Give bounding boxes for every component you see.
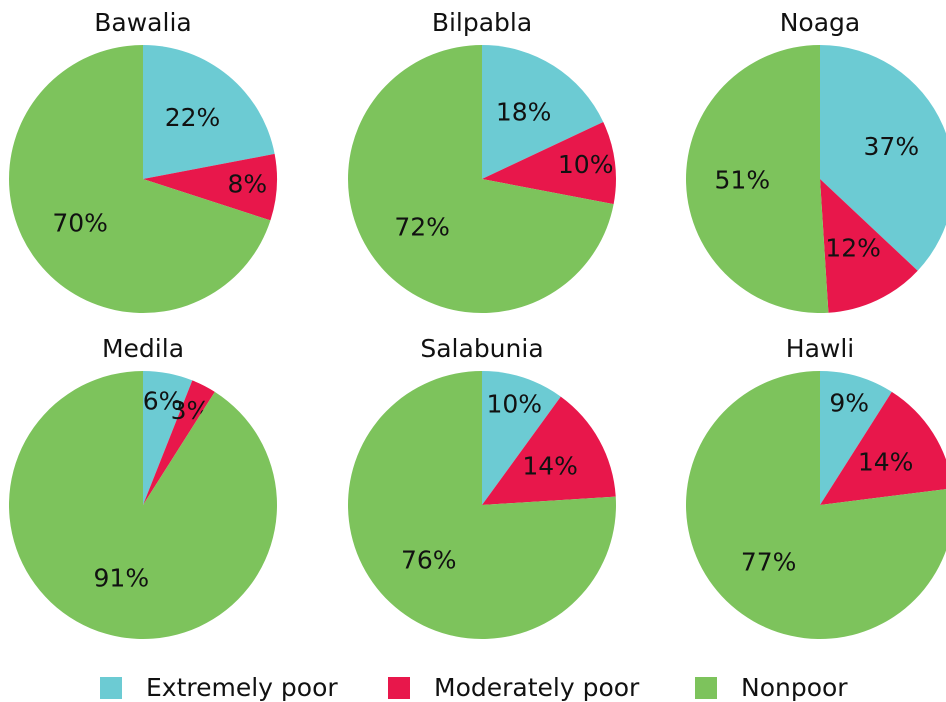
pie-slice — [348, 45, 614, 313]
data-label: 70% — [52, 209, 108, 238]
legend-swatch — [695, 677, 717, 699]
pie-slice — [482, 121, 616, 205]
data-label: 10% — [487, 390, 543, 419]
data-label: 12% — [825, 233, 881, 262]
data-label: 76% — [401, 546, 457, 575]
data-label: 22% — [165, 103, 221, 132]
legend-swatch — [100, 677, 122, 699]
pie-slice — [482, 45, 604, 179]
pie-title: Hawli — [786, 334, 854, 363]
pie-slice — [9, 371, 278, 639]
pie-slice — [482, 396, 616, 505]
pie-slice — [143, 380, 215, 505]
pie-slice — [686, 371, 946, 639]
pie-slice — [820, 371, 892, 505]
legend-label: Nonpoor — [741, 673, 848, 702]
data-label: 9% — [829, 389, 869, 418]
pie-title: Medila — [102, 334, 184, 363]
data-label: 72% — [394, 213, 450, 242]
pie-slice — [820, 45, 946, 271]
pie-slice — [8, 45, 271, 314]
pie-slice — [143, 153, 277, 221]
data-label: 6% — [143, 386, 183, 415]
pie-slice — [348, 371, 617, 639]
data-label: 18% — [496, 97, 552, 126]
data-label: 8% — [227, 170, 267, 199]
pie-slice — [820, 391, 946, 505]
pie-title: Bilpabla — [432, 8, 532, 37]
data-label: 14% — [858, 447, 914, 476]
legend-swatch — [388, 677, 410, 699]
legend-label: Moderately poor — [434, 673, 640, 702]
pie-slice — [686, 45, 829, 313]
legend-label: Extremely poor — [146, 673, 338, 702]
pie-title: Noaga — [780, 8, 861, 37]
pie-title: Bawalia — [94, 8, 191, 37]
data-label: 77% — [741, 547, 797, 576]
data-label: 14% — [522, 452, 578, 481]
pie-title: Salabunia — [420, 334, 543, 363]
data-label: 51% — [715, 165, 771, 194]
pie-slice — [482, 371, 561, 505]
data-label: 37% — [864, 132, 920, 161]
pie-slice — [143, 371, 193, 505]
pie-slice — [820, 179, 918, 313]
data-label: 10% — [558, 150, 614, 179]
pie-slice — [143, 45, 275, 179]
data-label: 91% — [94, 564, 150, 593]
